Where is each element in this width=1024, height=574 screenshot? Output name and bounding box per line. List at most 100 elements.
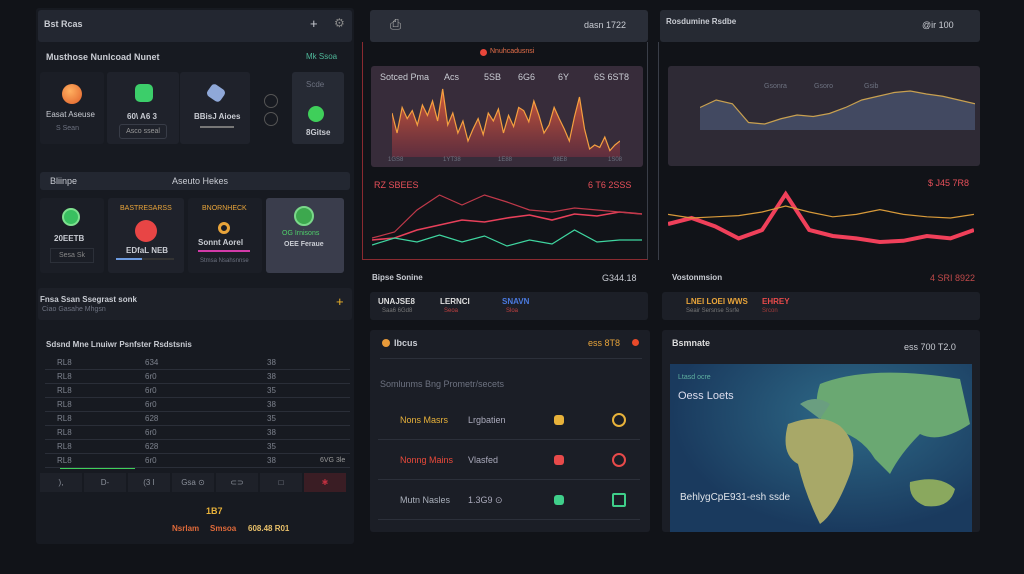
right-header: Rosdumine Rsdbe @ir 100 — [660, 10, 980, 42]
item-icon — [554, 495, 564, 505]
table-cell: 35 — [267, 442, 276, 451]
section1-link[interactable]: Mk Ssoa — [306, 52, 338, 61]
toolbar-button[interactable]: □ — [260, 473, 302, 492]
toolbar-button[interactable]: ⊂⊃ — [216, 473, 258, 492]
lines-right-label: $ J45 7R8 — [928, 178, 970, 188]
card-bastre[interactable]: BASTRESARSS EDfaL NEB — [108, 198, 184, 273]
table-cell: 6r0 — [145, 456, 157, 465]
map-caption: BehlygCpE931-esh ssde — [680, 492, 791, 503]
continents — [785, 372, 970, 524]
green-clover-icon — [62, 208, 80, 226]
list-item[interactable]: Mutn Nasles 1.3G9 ⊙ — [378, 482, 640, 520]
mid-header: ⎙ dasn 1722 — [370, 10, 648, 42]
world-map[interactable]: Ltasd ocre Oess Loets BehlygCpE931-esh s… — [670, 364, 972, 532]
table-cell: RL8 — [57, 358, 72, 367]
table-row[interactable]: RL8 6r0 38 — [45, 426, 350, 440]
tab[interactable]: EHREY — [762, 297, 790, 306]
mid-header-value: dasn 1722 — [584, 20, 627, 30]
card-sub: S Sean — [56, 125, 79, 132]
user-icon[interactable]: ⎙ — [390, 16, 402, 32]
leaf-icon[interactable] — [264, 112, 278, 126]
red-dot-icon — [480, 49, 487, 56]
list-item[interactable]: Nonng Mains Vlasfed — [378, 442, 640, 480]
card-bnorn[interactable]: BNORNHECK Sonnt Aorel Stmsa Nsahsnnse — [188, 198, 262, 273]
card-button[interactable]: Sesa Sk — [50, 248, 94, 263]
card-progress — [116, 258, 174, 260]
card-scde[interactable]: Scde 8Gitse — [292, 72, 344, 144]
card-easat[interactable]: Easat Aseuse S Sean — [40, 72, 104, 144]
table-row[interactable]: RL8 6r0 35 — [45, 384, 350, 398]
x-tick: 1GS8 — [388, 157, 404, 163]
footer-b: Smsoa — [210, 524, 237, 533]
table-cell: 38 — [267, 372, 276, 381]
card-20eetb[interactable]: 20EETB Sesa Sk — [40, 198, 104, 273]
divider — [380, 358, 642, 359]
card-title: BASTRESARSS — [120, 205, 172, 212]
table-cell: 38 — [267, 428, 276, 437]
series-red2 — [372, 194, 642, 239]
item-meta: Lrgbatien — [468, 415, 506, 425]
target-icon — [218, 222, 230, 234]
tab[interactable]: UNAJSE8 — [378, 297, 415, 306]
table-cell: 35 — [267, 414, 276, 423]
lines-right-label: 6 T6 2SSS — [588, 180, 632, 190]
toolbar-button[interactable]: (3 I — [128, 473, 170, 492]
orange-dot-icon — [382, 339, 390, 347]
table-cell: 6r0 — [145, 428, 157, 437]
table-row[interactable]: RL8 628 35 — [45, 412, 350, 426]
globe-icon[interactable] — [264, 94, 278, 108]
table-row[interactable]: RL8 6r0 38 — [45, 454, 350, 468]
tab-sub: Sloa — [506, 308, 519, 314]
table-row[interactable]: RL8 634 38 — [45, 356, 350, 370]
table-row[interactable]: RL8 6r0 38 — [45, 370, 350, 384]
area-chart-header: 6Y — [558, 72, 570, 82]
table-cell: RL8 — [57, 386, 72, 395]
item-name: Nonng Mains — [400, 455, 454, 465]
series-green — [372, 229, 642, 247]
card-label: Scde — [306, 80, 325, 89]
card-button-label: Sesa Sk — [58, 252, 86, 259]
footer-c: 608.48 R01 — [248, 524, 290, 533]
tab[interactable]: LERNCI — [440, 297, 470, 306]
right-tabs — [662, 292, 980, 320]
tab-sub: Seoa — [444, 308, 459, 314]
toolbar-button[interactable]: D- — [84, 473, 126, 492]
card-label: 60\ A6 3 — [127, 112, 157, 121]
item-action-icon[interactable] — [612, 493, 626, 507]
card-button[interactable]: Asco sseal — [119, 124, 167, 139]
map-title: Bsmnate — [672, 338, 711, 348]
table-row[interactable]: RL8 6r0 38 — [45, 398, 350, 412]
table-row[interactable]: RL8 628 35 — [45, 440, 350, 454]
card-title: OG Irnisons — [282, 230, 320, 237]
mid-chart-label: Nnuhcadusnsi — [490, 48, 535, 55]
toolbar-button[interactable]: Gsa ⊙ — [172, 473, 214, 492]
chart-label: Gsoro — [814, 83, 834, 90]
chart-label: Gsib — [864, 83, 879, 90]
card-green[interactable]: 60\ A6 3 Asco sseal — [107, 72, 179, 144]
list-item[interactable]: Nons Masrs Lrgbatien — [378, 402, 640, 440]
left-header-title: Bst Rcas — [44, 19, 83, 29]
x-tick: 98E8 — [553, 157, 568, 163]
card-value: 8Gitse — [306, 128, 331, 137]
toolbar-button[interactable]: ), — [40, 473, 82, 492]
tab[interactable]: SNAVN — [502, 297, 530, 306]
settings-icon[interactable]: ⚙ — [334, 16, 345, 30]
green-circle-icon — [308, 106, 324, 122]
list-title: Ibcus — [394, 338, 418, 348]
card-blue[interactable]: BBisJ Aioes — [180, 72, 250, 144]
add-icon[interactable]: + — [310, 16, 318, 31]
toolbar-button[interactable]: ✱ — [304, 473, 346, 492]
lines-left-label: RZ SBEES — [374, 180, 419, 190]
tab-sub: Saa6 6Gd8 — [382, 308, 413, 314]
area-chart-header: 6G6 — [518, 72, 536, 82]
table-cell: 6r0 — [145, 400, 157, 409]
mid-tabs-value: G344.18 — [602, 273, 637, 283]
tab[interactable]: LNEI LOEI WWS — [686, 297, 748, 306]
card-og[interactable]: OG Irnisons OEE Feraue — [266, 198, 344, 273]
item-action-icon[interactable] — [612, 453, 626, 467]
card-label: Sonnt Aorel — [198, 238, 244, 247]
table-cell: RL8 — [57, 442, 72, 451]
item-action-icon[interactable] — [612, 413, 626, 427]
add-icon[interactable]: + — [336, 294, 344, 309]
right-header-value: @ir 100 — [922, 20, 954, 30]
